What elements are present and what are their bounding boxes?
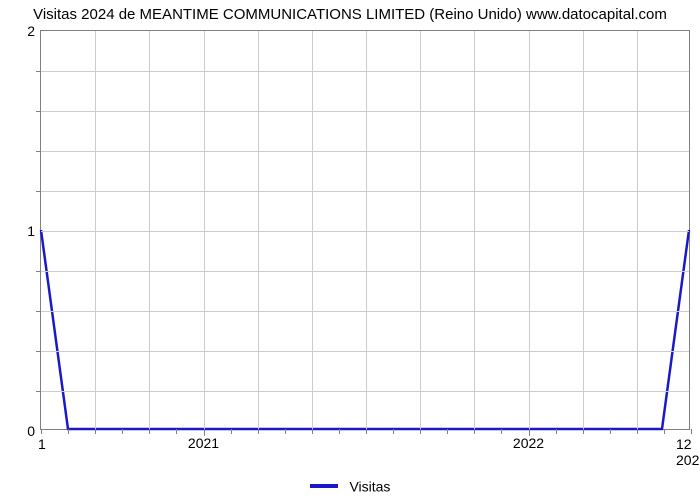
y-minor-tick	[36, 191, 41, 192]
x-minor-tick	[41, 429, 42, 434]
x-tick-label: 2021	[188, 429, 219, 451]
x-minor-tick	[583, 429, 584, 434]
grid-line-horizontal	[41, 151, 689, 152]
x-axis-left-corner-label: 1	[38, 436, 46, 452]
grid-line-horizontal	[41, 351, 689, 352]
x-minor-tick	[366, 429, 367, 434]
x-minor-tick	[122, 429, 123, 434]
x-minor-tick	[637, 429, 638, 434]
y-minor-tick	[36, 151, 41, 152]
grid-line-vertical	[149, 31, 150, 429]
x-minor-tick	[68, 429, 69, 434]
y-tick-label: 2	[27, 23, 41, 39]
y-minor-tick	[36, 351, 41, 352]
x-minor-tick	[258, 429, 259, 434]
chart-title: Visitas 2024 de MEANTIME COMMUNICATIONS …	[0, 6, 700, 23]
x-tick-label: 2022	[513, 429, 544, 451]
grid-line-vertical	[420, 31, 421, 429]
x-minor-tick	[447, 429, 448, 434]
y-minor-tick	[36, 71, 41, 72]
grid-line-horizontal	[41, 391, 689, 392]
grid-line-vertical	[474, 31, 475, 429]
grid-line-vertical	[258, 31, 259, 429]
x-minor-tick	[312, 429, 313, 434]
x-minor-tick	[339, 429, 340, 434]
x-minor-tick	[691, 429, 692, 434]
x-axis-right-corner-label: 12 202	[676, 436, 699, 468]
chart-container: Visitas 2024 de MEANTIME COMMUNICATIONS …	[0, 0, 700, 500]
x-minor-tick	[95, 429, 96, 434]
x-minor-tick	[474, 429, 475, 434]
plot-area: 01220212022	[40, 30, 690, 430]
grid-line-vertical	[204, 31, 205, 429]
legend-swatch	[310, 484, 338, 488]
y-minor-tick	[36, 311, 41, 312]
grid-line-vertical	[529, 31, 530, 429]
x-minor-tick	[610, 429, 611, 434]
grid-line-horizontal	[41, 231, 689, 232]
grid-line-vertical	[637, 31, 638, 429]
series-line	[41, 31, 689, 429]
x-minor-tick	[149, 429, 150, 434]
grid-line-horizontal	[41, 191, 689, 192]
grid-line-vertical	[583, 31, 584, 429]
x-minor-tick	[556, 429, 557, 434]
x-minor-tick	[231, 429, 232, 434]
grid-line-horizontal	[41, 311, 689, 312]
x-minor-tick	[501, 429, 502, 434]
grid-line-vertical	[95, 31, 96, 429]
grid-line-horizontal	[41, 71, 689, 72]
x-minor-tick	[393, 429, 394, 434]
y-minor-tick	[36, 111, 41, 112]
y-minor-tick	[36, 391, 41, 392]
x-minor-tick	[420, 429, 421, 434]
y-minor-tick	[36, 271, 41, 272]
data-polyline	[41, 230, 689, 429]
grid-line-horizontal	[41, 111, 689, 112]
legend: Visitas	[0, 477, 700, 494]
x-minor-tick	[664, 429, 665, 434]
grid-line-horizontal	[41, 271, 689, 272]
y-tick-label: 1	[27, 223, 41, 239]
x-minor-tick	[176, 429, 177, 434]
legend-label: Visitas	[349, 478, 390, 494]
x-minor-tick	[285, 429, 286, 434]
grid-line-vertical	[312, 31, 313, 429]
grid-line-vertical	[366, 31, 367, 429]
